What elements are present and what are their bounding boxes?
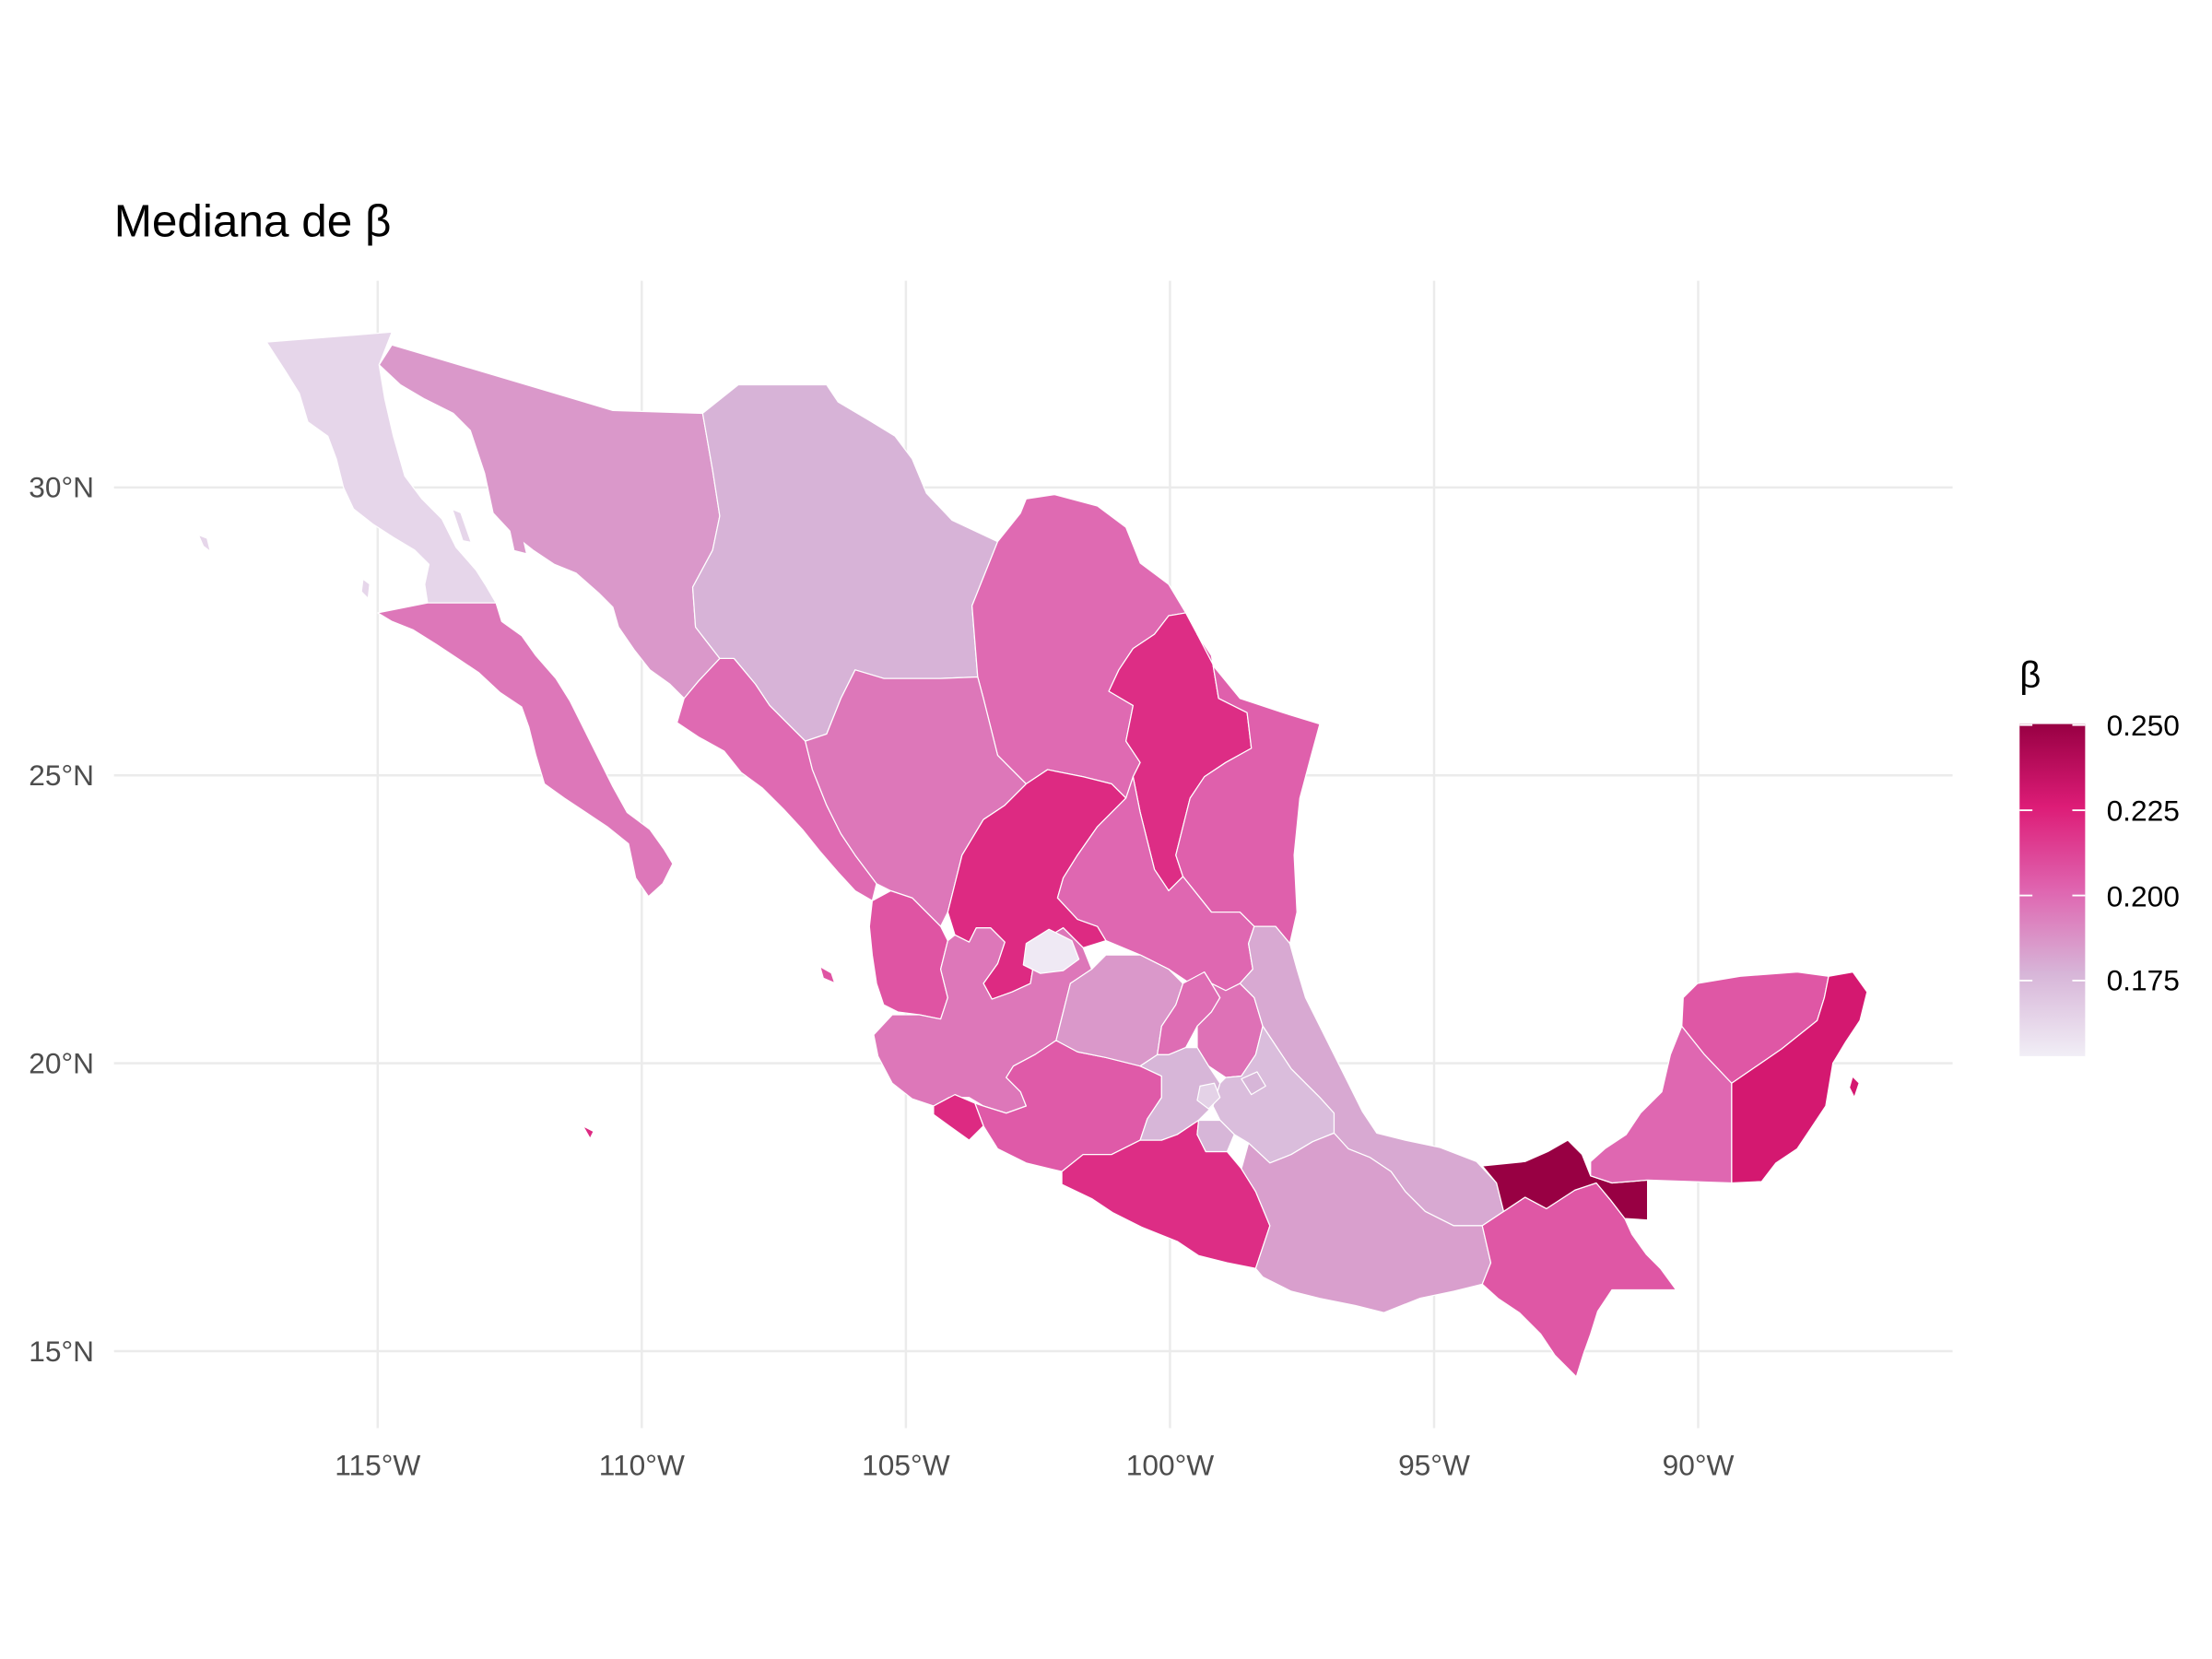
y-tick-label: 25°N xyxy=(29,759,94,792)
state-campeche xyxy=(1590,1025,1733,1184)
x-tick-label: 90°W xyxy=(1663,1449,1735,1482)
legend-title: β xyxy=(2019,653,2041,695)
state-morelos xyxy=(1196,1119,1235,1153)
state-colima xyxy=(933,1094,984,1141)
x-axis: 115°W 110°W 105°W 100°W 95°W 90°W xyxy=(335,1449,1734,1482)
island-tiburon xyxy=(510,530,526,553)
legend-tick-label: 0.250 xyxy=(2107,709,2180,742)
x-tick-label: 100°W xyxy=(1126,1449,1215,1482)
state-tabasco xyxy=(1481,1139,1649,1221)
y-tick-label: 20°N xyxy=(29,1046,94,1079)
state-baja-california-sur xyxy=(377,602,674,898)
legend-tick-label: 0.175 xyxy=(2107,964,2180,997)
state-tlaxcala xyxy=(1241,1071,1266,1096)
state-queretaro xyxy=(1157,971,1221,1055)
island-marias xyxy=(820,968,834,982)
x-tick-label: 115°W xyxy=(335,1449,420,1482)
state-aguascalientes xyxy=(1022,928,1080,974)
island-socorro xyxy=(584,1127,594,1138)
map-title: Mediana de β xyxy=(114,196,392,247)
legend: β 0.250 0.225 0.200 0.175 xyxy=(2019,653,2180,1056)
state-quintana-roo xyxy=(1731,971,1868,1184)
x-tick-label: 110°W xyxy=(599,1449,685,1482)
island-angel-de-la-guarda xyxy=(453,510,471,542)
island-cozumel xyxy=(1850,1077,1859,1097)
y-axis: 30°N 25°N 20°N 15°N xyxy=(29,471,94,1368)
legend-tick-label: 0.200 xyxy=(2107,880,2180,913)
colorbar xyxy=(2019,724,2086,1056)
state-baja-california xyxy=(265,331,497,604)
x-tick-label: 95°W xyxy=(1398,1449,1470,1482)
legend-tick-label: 0.225 xyxy=(2107,794,2180,828)
states-layer xyxy=(199,331,1868,1378)
y-tick-label: 15°N xyxy=(29,1335,94,1368)
state-ciudad-de-mexico xyxy=(1196,1082,1221,1110)
island-cedros xyxy=(361,580,370,597)
island-guadalupe xyxy=(199,535,210,550)
y-tick-label: 30°N xyxy=(29,471,94,504)
x-tick-label: 105°W xyxy=(862,1449,950,1482)
